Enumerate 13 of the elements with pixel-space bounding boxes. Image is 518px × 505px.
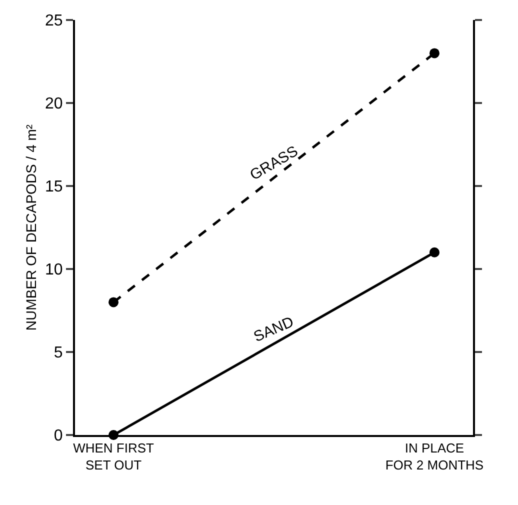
x-tick-label: IN PLACE FOR 2 MONTHS: [385, 440, 484, 472]
point: [429, 48, 440, 58]
y-tick-label: 10: [45, 262, 63, 279]
y-tick-label: 20: [45, 96, 63, 113]
point: [429, 247, 440, 258]
y-tick-label: 0: [54, 428, 63, 445]
y-tick-label: 15: [45, 178, 63, 196]
point: [108, 297, 119, 308]
y-axis-title: NUMBER OF DECAPODS / 4 m²: [23, 124, 39, 331]
y-tick-label: 5: [54, 344, 63, 362]
text: SAND: [251, 313, 296, 346]
x-tick-label: WHEN FIRST SET OUT: [73, 440, 154, 472]
y-tick-label: 25: [45, 12, 63, 30]
